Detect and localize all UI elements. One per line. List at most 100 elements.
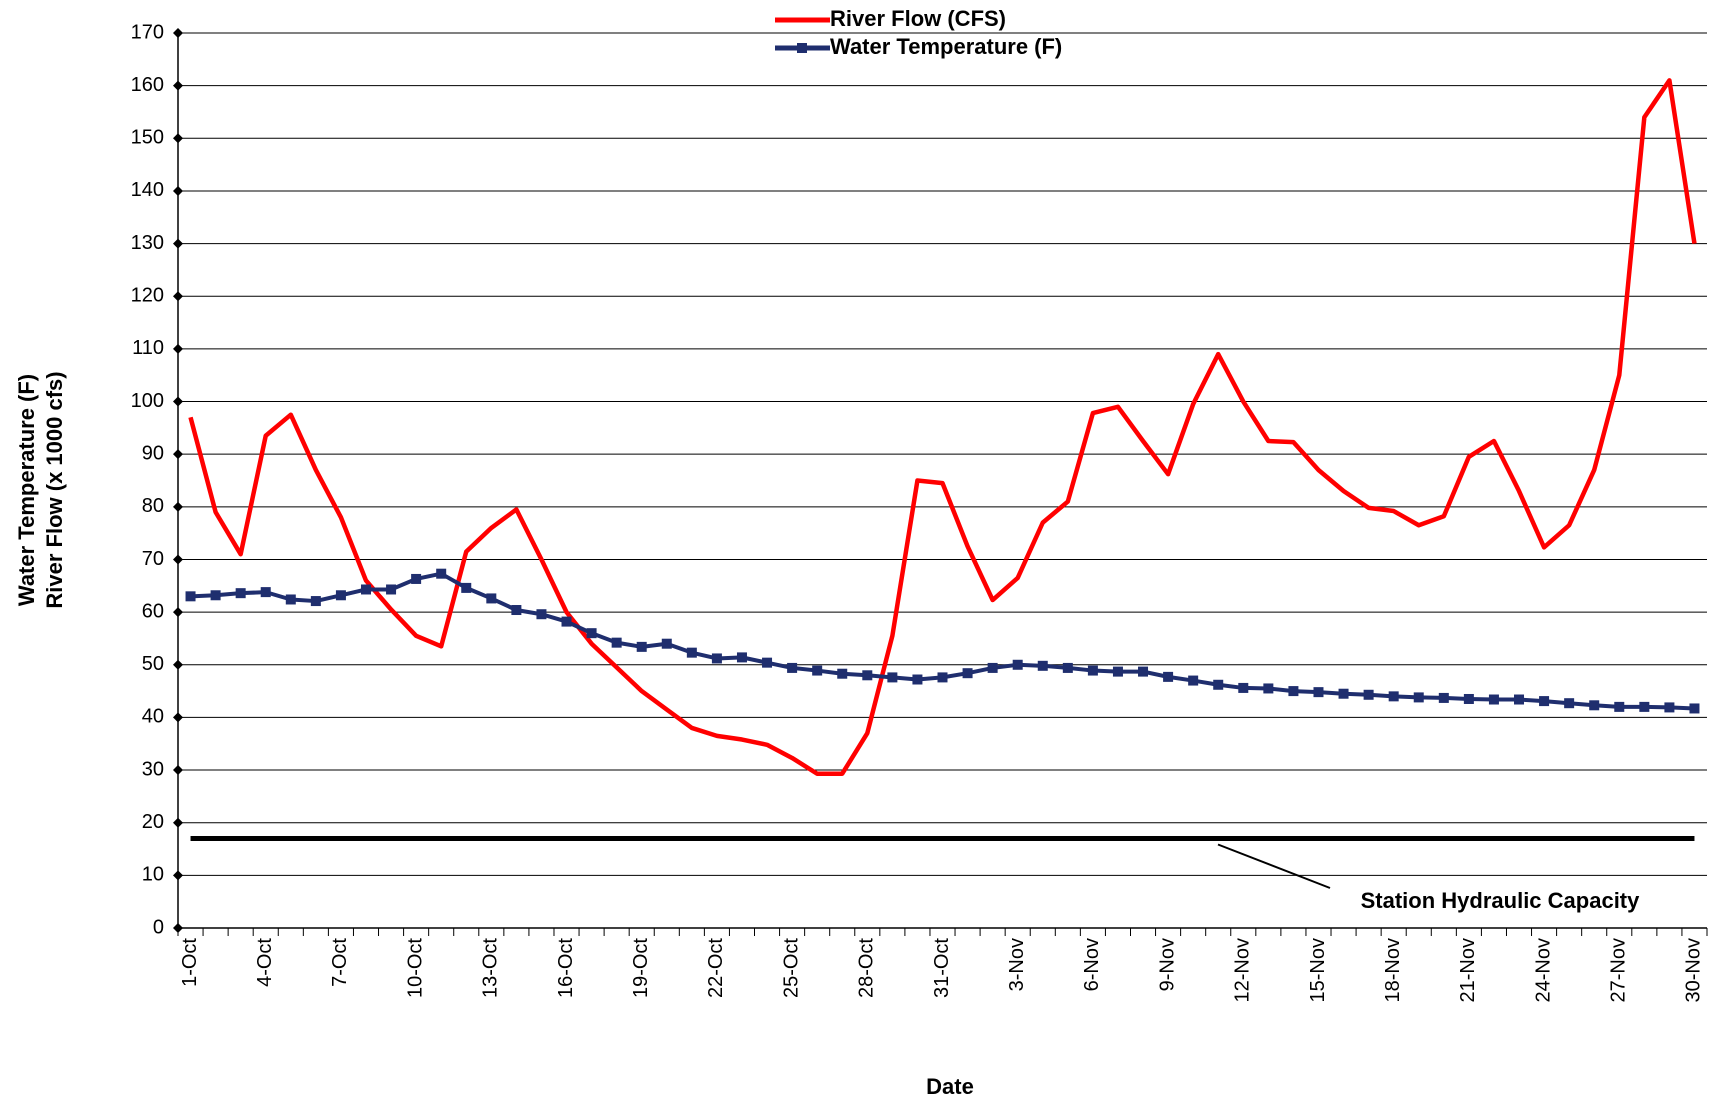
point	[711, 653, 722, 664]
point	[837, 668, 848, 679]
y-axis-title-line: River Flow (x 1000 cfs)	[42, 371, 67, 608]
point	[260, 587, 271, 598]
point	[1213, 679, 1224, 690]
point	[185, 591, 196, 602]
point	[235, 588, 246, 599]
annotation: Station Hydraulic Capacity	[1361, 888, 1641, 913]
point	[1163, 671, 1174, 682]
y-tick-label: 0	[153, 916, 164, 938]
y-axis-title-line: Water Temperature (F)	[14, 374, 39, 606]
point	[511, 605, 522, 616]
point	[486, 593, 497, 604]
x-tick-label: 19-Oct	[630, 938, 652, 998]
point	[1263, 683, 1274, 694]
y-axis-title: Water Temperature (F) River Flow (x 1000…	[14, 371, 67, 608]
point	[586, 628, 597, 639]
point	[335, 590, 346, 601]
x-tick-label: 30-Nov	[1683, 938, 1705, 1002]
point	[1388, 691, 1399, 702]
y-tick-label: 110	[132, 337, 164, 359]
y-tick-label: 40	[142, 706, 164, 728]
x-tick-label: 12-Nov	[1232, 938, 1254, 1002]
y-tick-label: 50	[142, 653, 164, 675]
legend-marker	[797, 43, 807, 53]
x-tick-label: 16-Oct	[555, 938, 577, 998]
point	[1463, 693, 1474, 704]
y-tick-label: 30	[142, 758, 164, 780]
x-tick-label: 1-Oct	[179, 938, 201, 987]
point	[1037, 660, 1048, 671]
point	[1087, 665, 1098, 676]
point	[1338, 688, 1349, 699]
point	[1288, 686, 1299, 697]
y-tick-label: 130	[131, 232, 164, 254]
point	[210, 590, 221, 601]
x-tick-label: 10-Oct	[404, 938, 426, 998]
x-tick-label: 6-Nov	[1081, 938, 1103, 991]
point	[1664, 702, 1675, 713]
x-tick-label: 15-Nov	[1307, 938, 1329, 1002]
legend-label: River Flow (CFS)	[830, 6, 1006, 31]
point	[787, 662, 798, 673]
point	[1112, 666, 1123, 677]
point	[1488, 694, 1499, 705]
point	[736, 652, 747, 663]
point	[1313, 687, 1324, 698]
y-tick-label: 120	[131, 285, 164, 307]
x-tick-label: 4-Oct	[254, 938, 276, 987]
point	[1062, 662, 1073, 673]
point	[1138, 666, 1149, 677]
point	[1689, 703, 1700, 714]
y-tick-label: 60	[142, 600, 164, 622]
point	[1564, 698, 1575, 709]
point	[1539, 696, 1550, 707]
x-tick-label: 7-Oct	[329, 938, 351, 987]
series-line	[190, 571, 1695, 711]
point	[611, 637, 622, 648]
point	[561, 616, 572, 627]
y-tick-label: 80	[142, 495, 164, 517]
point	[636, 641, 647, 652]
point	[310, 596, 321, 607]
point	[386, 584, 397, 595]
series-line	[188, 78, 1697, 776]
point	[862, 670, 873, 681]
x-tick-label: 21-Nov	[1457, 938, 1479, 1002]
point	[1188, 675, 1199, 686]
point	[1238, 682, 1249, 693]
point	[1614, 701, 1625, 712]
y-tick-label: 150	[131, 127, 164, 149]
x-tick-label: 3-Nov	[1006, 938, 1028, 991]
point	[887, 672, 898, 683]
point	[937, 672, 948, 683]
y-tick-label: 70	[142, 548, 164, 570]
point	[536, 609, 547, 620]
annotation-leader	[1217, 843, 1331, 889]
x-axis-title: Date	[926, 1074, 974, 1099]
x-tick-label: 13-Oct	[480, 938, 502, 998]
point	[912, 674, 923, 685]
point	[411, 573, 422, 584]
y-tick-label: 100	[131, 390, 164, 412]
point	[1413, 692, 1424, 703]
x-tick-label: 18-Nov	[1382, 938, 1404, 1002]
x-tick-label: 25-Oct	[780, 938, 802, 998]
point	[436, 568, 447, 579]
y-tick-label: 10	[142, 864, 164, 886]
x-tick-label: 9-Nov	[1156, 938, 1178, 991]
point	[285, 594, 296, 605]
point	[1438, 692, 1449, 703]
point	[1639, 701, 1650, 712]
point	[812, 665, 823, 676]
x-tick-label: 27-Nov	[1608, 938, 1630, 1002]
point	[1363, 689, 1374, 700]
point	[762, 657, 773, 668]
y-tick-label: 160	[131, 74, 164, 96]
y-tick-label: 140	[131, 179, 164, 201]
point	[1012, 659, 1023, 670]
point	[987, 662, 998, 673]
x-tick-label: 31-Oct	[931, 938, 953, 998]
x-tick-label: 28-Oct	[856, 938, 878, 998]
point	[1514, 694, 1525, 705]
